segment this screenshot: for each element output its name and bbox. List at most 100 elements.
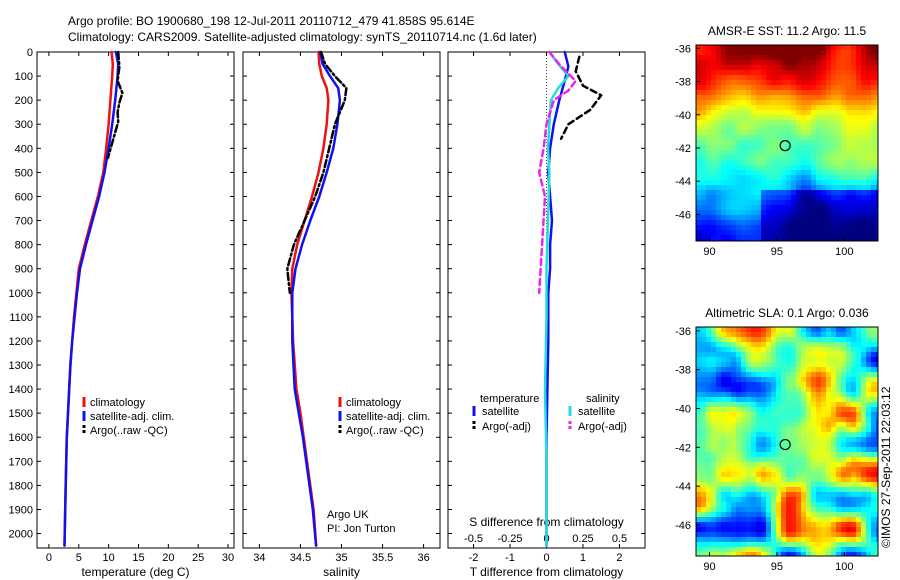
map-cell: [871, 347, 876, 352]
map-cell: [876, 467, 878, 472]
map-cell: [851, 90, 856, 95]
map-cell: [731, 442, 736, 447]
map-cell: [706, 407, 711, 412]
map-cell: [836, 452, 841, 457]
map-cell: [766, 205, 771, 210]
map-cell: [771, 80, 776, 85]
map-cell: [776, 65, 781, 70]
map-cell: [721, 200, 726, 205]
map-cell: [746, 502, 751, 507]
map-cell: [856, 85, 861, 90]
map-cell: [746, 60, 751, 65]
map-cell: [816, 50, 821, 55]
map-cell: [736, 190, 741, 195]
map-cell: [776, 432, 781, 437]
map-cell: [806, 140, 811, 145]
map-cell: [776, 457, 781, 462]
map-cell: [846, 547, 851, 552]
map-cell: [821, 110, 826, 115]
map-cell: [856, 110, 861, 115]
map-cell: [751, 105, 756, 110]
map-cell: [801, 125, 806, 130]
legend-label: Argo(-adj): [482, 421, 531, 433]
map-cell: [791, 327, 796, 332]
map-cell: [701, 487, 706, 492]
map-cell: [726, 85, 731, 90]
map-cell: [871, 125, 876, 130]
map-cell: [786, 200, 791, 205]
map-cell: [706, 512, 711, 517]
map-cell: [741, 367, 746, 372]
map-cell: [826, 447, 831, 452]
map-cell: [866, 357, 871, 362]
map-cell: [731, 547, 736, 552]
map-cell: [821, 230, 826, 235]
map-cell: [701, 407, 706, 412]
map-cell: [826, 225, 831, 230]
map-cell: [706, 417, 711, 422]
x-tick-label: 34.5: [290, 552, 311, 564]
map-cell: [826, 210, 831, 215]
map-cell: [851, 462, 856, 467]
map-cell: [696, 70, 701, 75]
map-cell: [741, 230, 746, 235]
map-cell: [721, 230, 726, 235]
map-cell: [871, 432, 876, 437]
map-cell: [761, 552, 766, 556]
map-cell: [786, 352, 791, 357]
map-cell: [756, 105, 761, 110]
map-cell: [766, 115, 771, 120]
map-cell: [826, 215, 831, 220]
map-cell: [851, 70, 856, 75]
map-cell: [766, 357, 771, 362]
map-cell: [851, 120, 856, 125]
map-cell: [751, 95, 756, 100]
map-cell: [706, 452, 711, 457]
map-cell: [866, 427, 871, 432]
map-cell: [771, 532, 776, 537]
map-cell: [746, 155, 751, 160]
map-cell: [766, 527, 771, 532]
map-cell: [731, 155, 736, 160]
map-cell: [846, 225, 851, 230]
map-cell: [816, 332, 821, 337]
map-cell: [776, 327, 781, 332]
map-cell: [721, 522, 726, 527]
map-cell: [781, 70, 786, 75]
map-cell: [771, 337, 776, 342]
map-cell: [706, 427, 711, 432]
map-cell: [866, 347, 871, 352]
map-cell: [836, 200, 841, 205]
map-cell: [736, 527, 741, 532]
map-cell: [851, 205, 856, 210]
map-cell: [726, 417, 731, 422]
map-cell: [836, 50, 841, 55]
map-cell: [866, 372, 871, 377]
map-cell: [716, 492, 721, 497]
map-cell: [706, 65, 711, 70]
map-cell: [766, 95, 771, 100]
map-cell: [871, 552, 876, 556]
y-tick-label: -42: [675, 143, 691, 155]
map-cell: [756, 90, 761, 95]
map-cell: [711, 362, 716, 367]
map-cell: [746, 342, 751, 347]
map-cell: [776, 85, 781, 90]
map-cell: [706, 437, 711, 442]
map-cell: [776, 175, 781, 180]
map-cell: [876, 60, 878, 65]
map-cell: [751, 477, 756, 482]
map-cell: [871, 65, 876, 70]
map-cell: [786, 422, 791, 427]
map-cell: [801, 412, 806, 417]
map-cell: [756, 200, 761, 205]
map-cell: [706, 150, 711, 155]
map-cell: [836, 482, 841, 487]
map-cell: [796, 75, 801, 80]
map-cell: [821, 337, 826, 342]
map-cell: [771, 170, 776, 175]
map-cell: [736, 70, 741, 75]
map-cell: [706, 70, 711, 75]
map-cell: [826, 357, 831, 362]
map-cell: [856, 210, 861, 215]
